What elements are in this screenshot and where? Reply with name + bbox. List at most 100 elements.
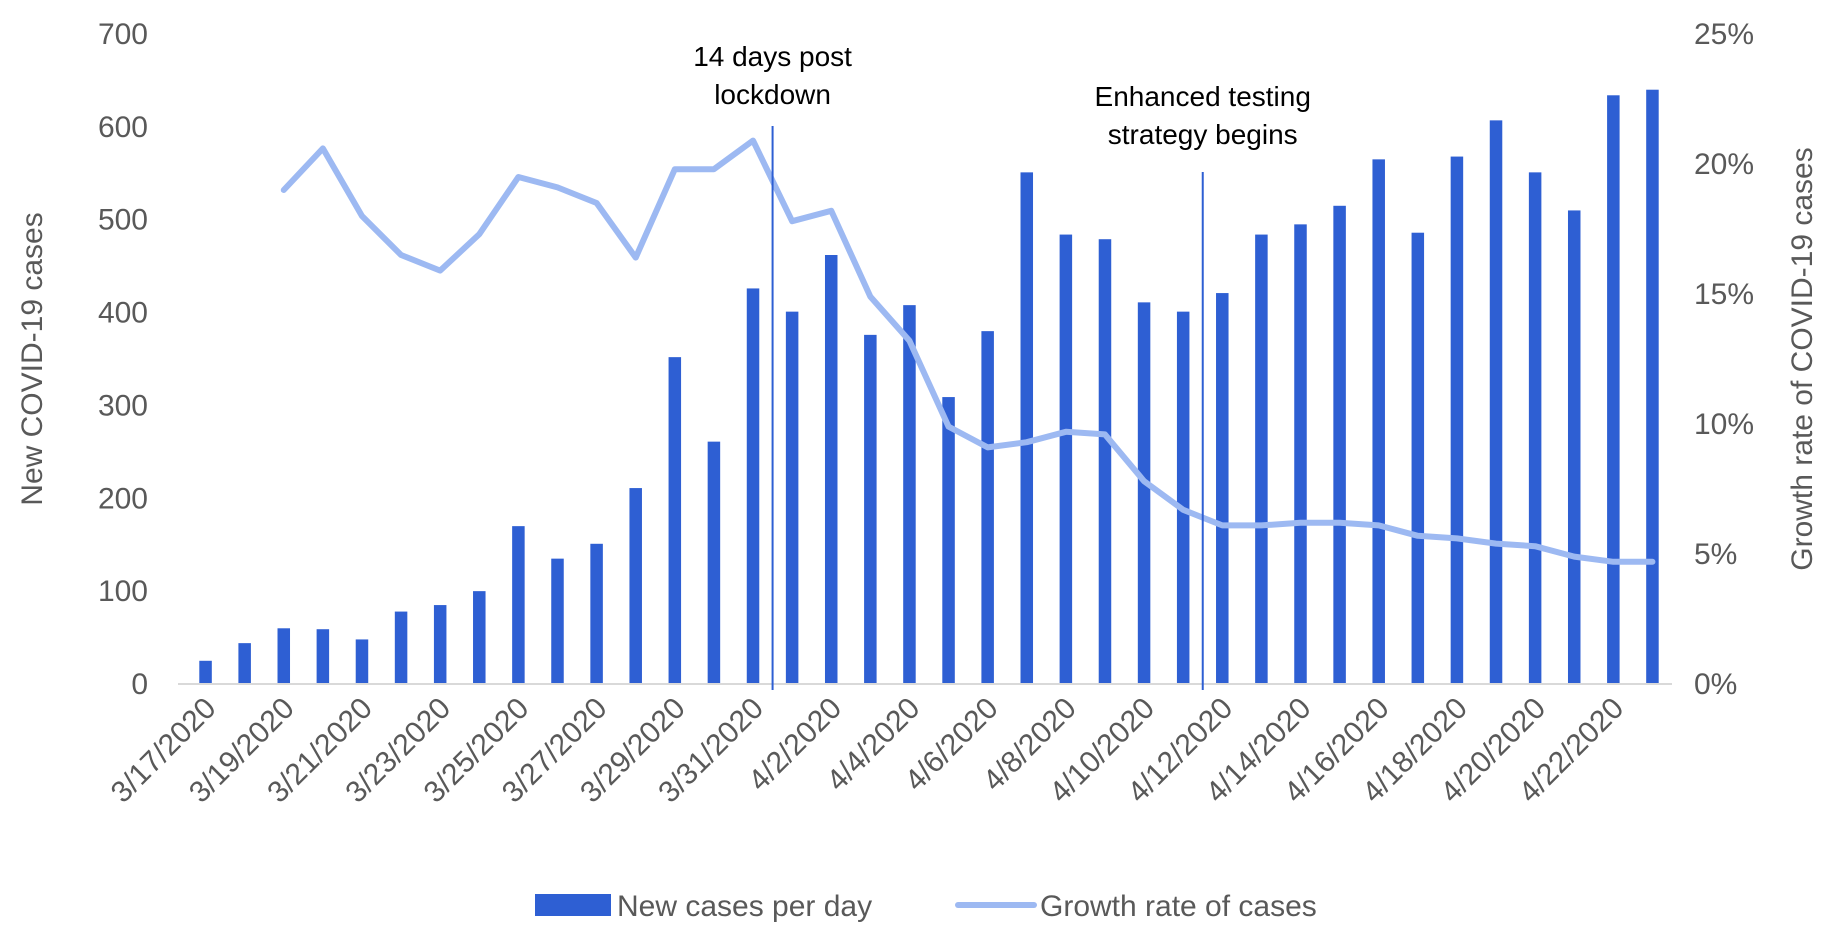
y-tick-label: 600 <box>98 111 148 144</box>
growth-point-4/15/2020 <box>1338 521 1342 525</box>
annotation-text-1: strategy begins <box>1108 119 1298 150</box>
y-tick-label: 200 <box>98 482 148 515</box>
y-tick-label: 400 <box>98 297 148 330</box>
bar-4/10/2020 <box>1137 302 1151 684</box>
bar-3/24/2020 <box>473 591 486 684</box>
growth-point-4/17/2020 <box>1416 534 1420 538</box>
y2-tick-label: 10% <box>1694 408 1754 441</box>
growth-point-4/2/2020 <box>829 209 833 213</box>
bar-3/17/2020 <box>199 660 212 684</box>
bar-4/21/2020 <box>1567 210 1581 684</box>
y2-axis-title: Growth rate of COVID-19 cases <box>1786 147 1819 571</box>
legend: New cases per day Growth rate of cases <box>535 890 1317 923</box>
growth-point-4/10/2020 <box>1142 479 1146 483</box>
bar-3/30/2020 <box>707 441 721 684</box>
growth-point-4/4/2020 <box>907 339 911 343</box>
bar-4/15/2020 <box>1333 205 1346 685</box>
growth-point-3/25/2020 <box>516 175 520 179</box>
legend-label-bars: New cases per day <box>617 890 872 923</box>
bar-4/14/2020 <box>1294 224 1307 685</box>
y-axis-title: New COVID-19 cases <box>16 212 49 505</box>
growth-point-3/19/2020 <box>282 188 286 192</box>
y2-tick-label: 15% <box>1694 278 1754 311</box>
bar-4/12/2020 <box>1216 293 1229 684</box>
growth-point-4/14/2020 <box>1299 521 1302 525</box>
growth-point-4/6/2020 <box>986 445 990 449</box>
growth-point-4/11/2020 <box>1181 508 1185 512</box>
bar-4/22/2020 <box>1607 95 1620 685</box>
growth-rate-line <box>280 137 1656 565</box>
bar-3/19/2020 <box>277 628 291 684</box>
growth-point-3/29/2020 <box>673 167 677 171</box>
bar-4/11/2020 <box>1176 311 1190 684</box>
y2-tick-label: 25% <box>1694 18 1754 51</box>
y-tick-label: 500 <box>98 204 148 237</box>
growth-point-4/22/2020 <box>1611 560 1615 564</box>
bar-3/23/2020 <box>433 605 447 684</box>
bar-4/23/2020 <box>1646 89 1659 684</box>
bar-3/25/2020 <box>512 526 525 684</box>
bars-layer <box>199 89 1659 685</box>
annotation-text-0: lockdown <box>714 79 831 110</box>
bar-4/17/2020 <box>1411 232 1425 684</box>
bar-4/1/2020 <box>785 311 799 684</box>
growth-point-4/9/2020 <box>1103 432 1107 436</box>
bar-3/21/2020 <box>355 639 369 684</box>
growth-point-4/16/2020 <box>1377 523 1381 527</box>
growth-point-4/12/2020 <box>1220 523 1224 527</box>
growth-point-3/23/2020 <box>438 269 442 273</box>
bar-3/26/2020 <box>551 558 564 684</box>
growth-point-3/27/2020 <box>595 201 599 205</box>
y-tick-label: 0 <box>131 668 148 701</box>
bar-4/13/2020 <box>1255 234 1268 684</box>
bar-4/16/2020 <box>1372 159 1385 685</box>
growth-point-4/18/2020 <box>1455 536 1459 540</box>
growth-point-4/8/2020 <box>1064 430 1068 434</box>
bar-3/31/2020 <box>746 288 760 684</box>
growth-point-3/21/2020 <box>360 214 364 218</box>
bar-3/18/2020 <box>238 643 251 684</box>
y2-tick-label: 20% <box>1694 148 1754 181</box>
axes-layer: 01002003004005006007000%5%10%15%20%25%3/… <box>16 18 1819 809</box>
bar-4/8/2020 <box>1059 234 1073 684</box>
growth-point-4/21/2020 <box>1572 555 1576 559</box>
bar-4/2/2020 <box>824 255 838 684</box>
annotation-text-0: 14 days post <box>693 41 852 72</box>
bar-3/28/2020 <box>629 488 642 684</box>
bar-4/20/2020 <box>1528 172 1542 685</box>
bar-4/7/2020 <box>1020 172 1034 685</box>
growth-point-3/20/2020 <box>321 146 325 150</box>
growth-point-4/20/2020 <box>1533 544 1537 548</box>
growth-line-layer <box>280 137 1656 565</box>
bar-4/5/2020 <box>942 397 955 684</box>
bar-3/27/2020 <box>590 543 603 684</box>
growth-point-4/23/2020 <box>1650 560 1654 564</box>
y-tick-label: 300 <box>98 389 148 422</box>
bar-4/4/2020 <box>903 305 916 684</box>
y-tick-label: 700 <box>98 18 148 51</box>
bar-3/20/2020 <box>316 629 330 684</box>
y-tick-label: 100 <box>98 575 148 608</box>
growth-point-3/26/2020 <box>556 185 559 189</box>
bar-4/18/2020 <box>1450 156 1464 684</box>
bar-3/29/2020 <box>668 357 682 684</box>
growth-point-3/22/2020 <box>399 253 403 257</box>
bar-4/19/2020 <box>1489 120 1503 685</box>
growth-point-4/13/2020 <box>1259 523 1263 527</box>
growth-point-4/1/2020 <box>790 219 794 223</box>
bar-4/3/2020 <box>864 334 877 684</box>
legend-label-line: Growth rate of cases <box>1040 890 1317 923</box>
growth-point-3/31/2020 <box>751 139 755 143</box>
growth-point-3/30/2020 <box>712 167 716 171</box>
growth-point-4/5/2020 <box>947 425 951 429</box>
growth-point-4/3/2020 <box>868 295 872 299</box>
annotations-layer: 14 days post lockdown Enhanced testing stra… <box>693 41 1311 690</box>
growth-point-3/24/2020 <box>477 232 481 236</box>
y2-tick-label: 0% <box>1694 668 1737 701</box>
annotation-text-1: Enhanced testing <box>1095 81 1311 112</box>
growth-point-3/28/2020 <box>634 256 638 260</box>
growth-point-4/19/2020 <box>1494 542 1498 546</box>
bar-4/6/2020 <box>981 331 994 684</box>
